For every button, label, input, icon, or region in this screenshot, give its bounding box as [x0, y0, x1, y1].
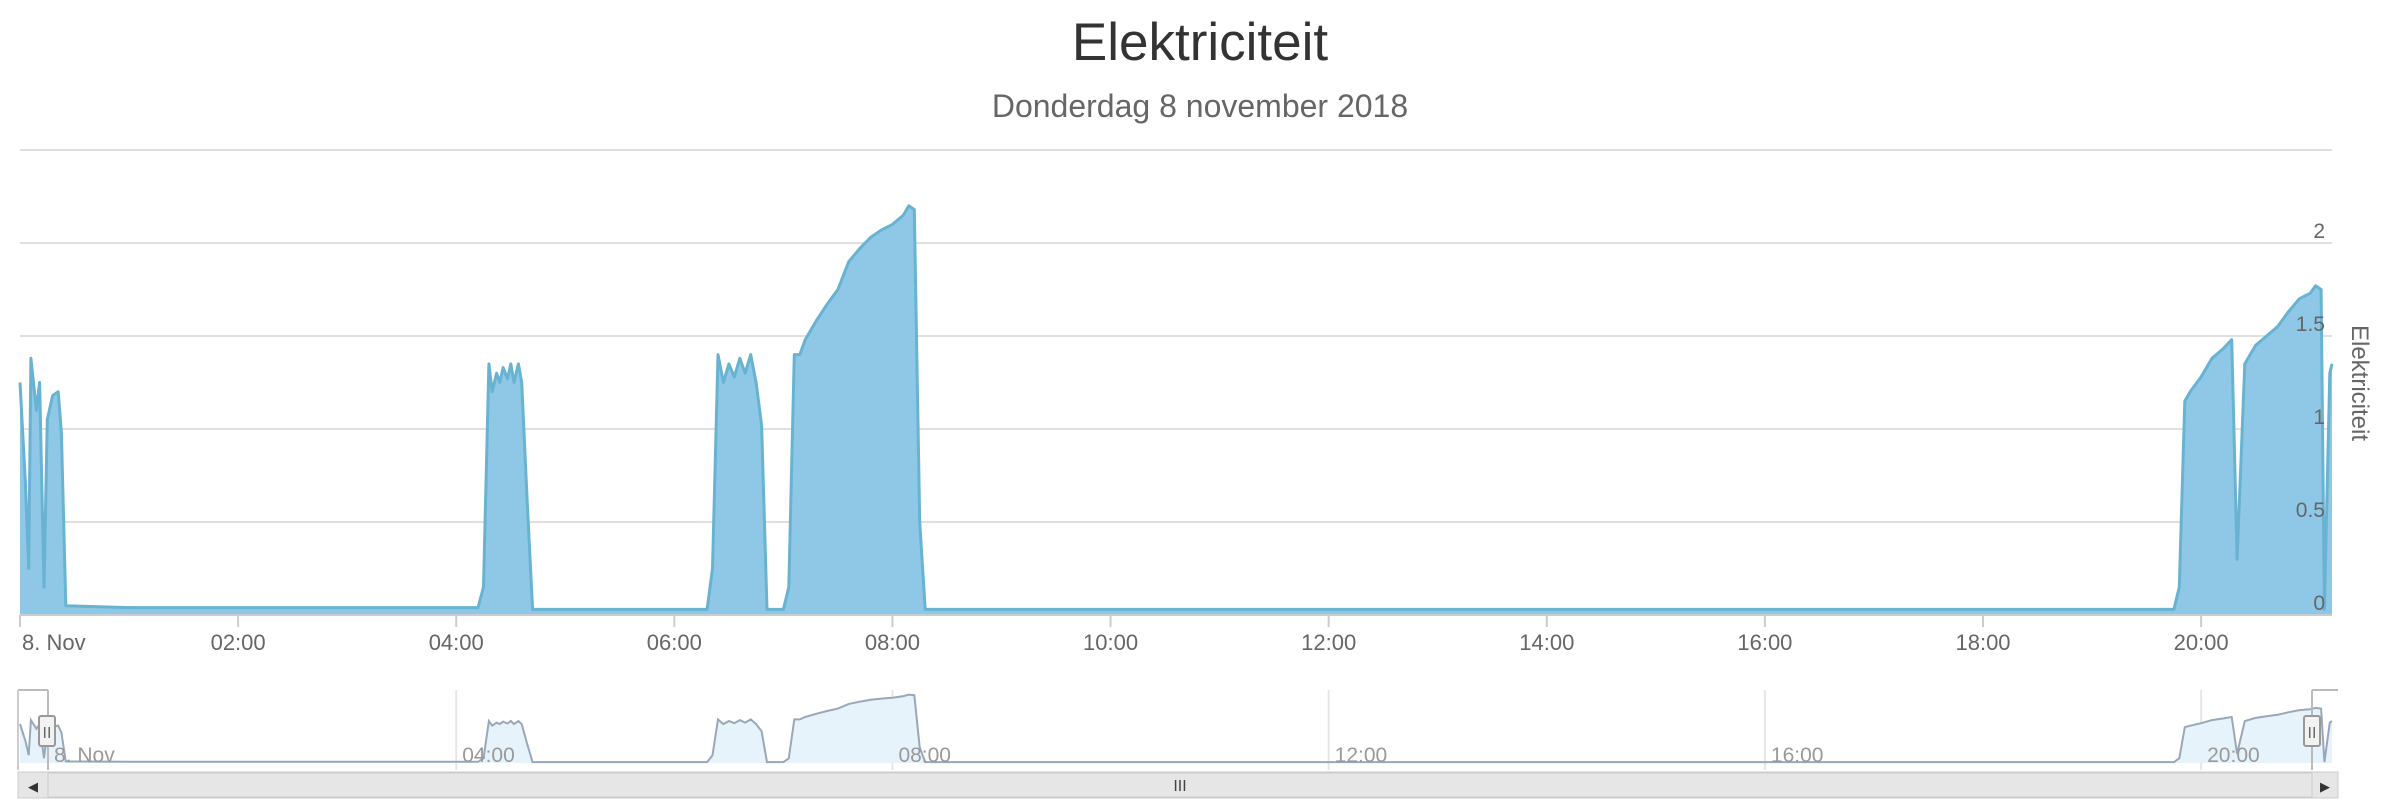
navigator-tick-label: 08:00: [898, 744, 951, 767]
y-tick-label: 0.5: [2296, 499, 2325, 522]
x-tick-label: 12:00: [1301, 630, 1356, 655]
navigator-ticks: 8. Nov 04:00 08:00 12:00 16:00 20:00: [54, 744, 2260, 767]
y-tick-label: 2: [2313, 220, 2325, 243]
series-area[interactable]: [18, 204, 2334, 616]
series-area-fill[interactable]: [20, 205, 2332, 616]
scrollbar-thumb[interactable]: [47, 772, 2313, 798]
navigator-right-handle-grip: II: [2308, 725, 2317, 742]
scrollbar-left-button[interactable]: [17, 771, 49, 799]
x-tick-label: 02:00: [211, 630, 266, 655]
x-tick-label: 06:00: [647, 630, 702, 655]
x-axis: 8. Nov 02:00 04:00 06:00 08:00 10:00 12:00 14:0…: [19, 614, 2332, 655]
x-tick-label: 20:00: [2174, 630, 2229, 655]
x-tick-label: 8. Nov: [22, 630, 86, 655]
navigator-line: [19, 693, 2333, 764]
x-tick-label: 16:00: [1737, 630, 1792, 655]
navigator-tick-label: 20:00: [2207, 744, 2260, 767]
navigator-tick-label: 16:00: [1771, 744, 1824, 767]
navigator-tick-label: 12:00: [1335, 744, 1388, 767]
navigator-left-handle-grip: II: [43, 725, 52, 742]
x-tick-label: 14:00: [1519, 630, 1574, 655]
x-tick-label: 08:00: [865, 630, 920, 655]
y-axis: 0 0.5 1 1.5 2: [2296, 220, 2325, 615]
grid-lines: [20, 149, 2332, 523]
navigator-tick-label: 8. Nov: [54, 744, 115, 767]
navigator[interactable]: 8. Nov 04:00 08:00 12:00 16:00 20:00 II II: [17, 689, 2338, 770]
x-tick-label: 04:00: [429, 630, 484, 655]
y-tick-label: 1: [2313, 406, 2325, 429]
y-axis-label: Elektriciteit: [2346, 325, 2373, 441]
navigator-tick-label: 04:00: [462, 744, 515, 767]
scrollbar-right-arrow-icon: ▶: [2320, 780, 2330, 795]
y-tick-label: 1.5: [2296, 313, 2325, 336]
x-tick-label: 10:00: [1083, 630, 1138, 655]
series-line[interactable]: [18, 204, 2334, 611]
navigator-series: [19, 693, 2333, 764]
chart-subtitle: Donderdag 8 november 2018: [991, 88, 1409, 124]
y-tick-label: 0: [2313, 592, 2325, 615]
scrollbar[interactable]: III ◀ ▶: [17, 771, 2339, 799]
x-tick-label: 18:00: [1955, 630, 2010, 655]
scrollbar-grip: III: [1173, 778, 1186, 795]
navigator-background: [18, 690, 2338, 770]
scrollbar-left-arrow-icon: ◀: [28, 780, 38, 795]
navigator-left-handle[interactable]: II: [38, 715, 56, 747]
scrollbar-right-button[interactable]: [2311, 771, 2339, 799]
navigator-right-handle[interactable]: II: [2303, 715, 2321, 747]
chart-title: Elektriciteit: [1071, 13, 1329, 72]
